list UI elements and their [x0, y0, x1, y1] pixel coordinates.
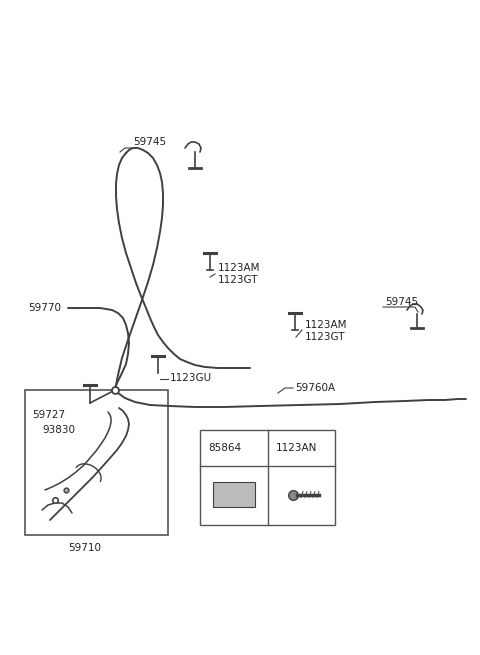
Text: 1123AM: 1123AM — [305, 320, 348, 330]
Text: 85864: 85864 — [208, 443, 241, 453]
Text: 1123AN: 1123AN — [276, 443, 317, 453]
Text: 1123GU: 1123GU — [170, 373, 212, 383]
Bar — [200, 430, 335, 525]
Text: 59745: 59745 — [133, 137, 166, 147]
Text: 59760A: 59760A — [295, 383, 335, 393]
Text: 93830: 93830 — [42, 425, 75, 435]
Text: 59710: 59710 — [68, 543, 101, 553]
Text: 59727: 59727 — [32, 410, 65, 420]
Bar — [213, 482, 255, 507]
Text: 1123GT: 1123GT — [218, 275, 259, 285]
Bar — [25, 390, 168, 535]
Text: 59770: 59770 — [28, 303, 61, 313]
Text: 1123GT: 1123GT — [305, 332, 346, 342]
Text: 59745: 59745 — [385, 297, 418, 307]
Text: 1123AM: 1123AM — [218, 263, 261, 273]
